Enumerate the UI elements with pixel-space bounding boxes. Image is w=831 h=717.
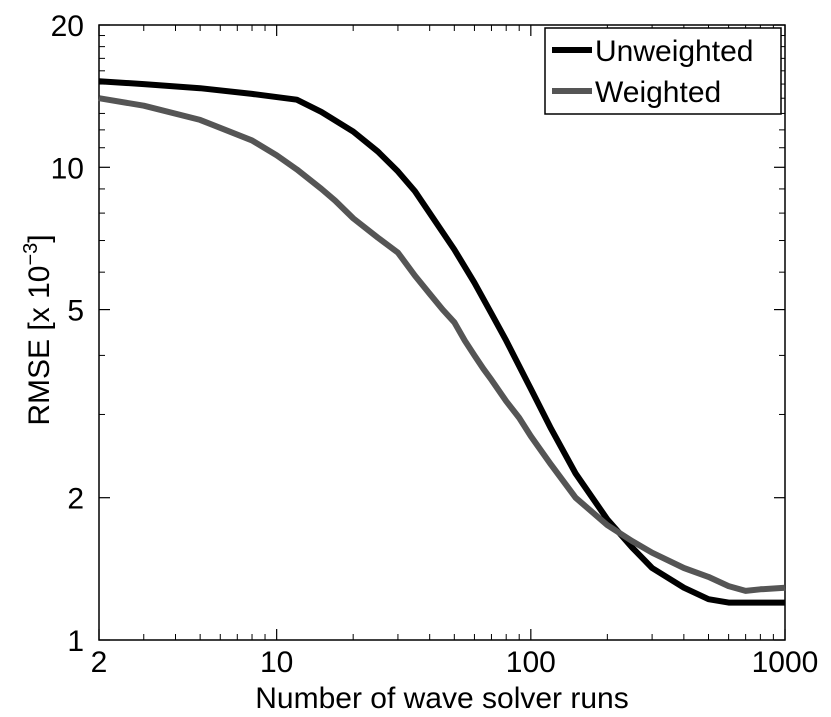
series-lines [98,78,786,606]
legend-label-unweighted: Unweighted [595,35,753,68]
x-axis-label: Number of wave solver runs [255,682,628,715]
plot-area [98,24,786,641]
y-tick-label: 5 [67,295,84,328]
major-ticks [98,24,786,641]
y-tick-label: 10 [51,152,84,185]
legend-box [544,27,782,115]
y-axis-label: RMSE [x 10−3] [20,234,56,425]
x-tick-label: 10 [260,646,293,679]
series-line-weighted [98,95,786,594]
series-line-unweighted [98,78,785,606]
y-tick-label: 1 [67,625,84,658]
legend-label-weighted: Weighted [595,76,721,109]
y-axis-label-main: RMSE [x 10 [23,266,56,426]
x-tick-labels: 2 10 100 1000 [91,646,819,679]
x-tick-label: 1000 [752,646,819,679]
x-tick-label: 100 [506,646,556,679]
y-axis-label-close: ] [23,234,56,242]
y-tick-label: 2 [67,483,84,516]
legend: Unweighted Weighted [544,27,782,115]
y-axis-label-exponent: −3 [20,243,42,266]
x-tick-label: 2 [91,646,108,679]
y-tick-label: 20 [51,10,84,43]
y-tick-labels: 1 2 5 10 20 [51,10,84,658]
